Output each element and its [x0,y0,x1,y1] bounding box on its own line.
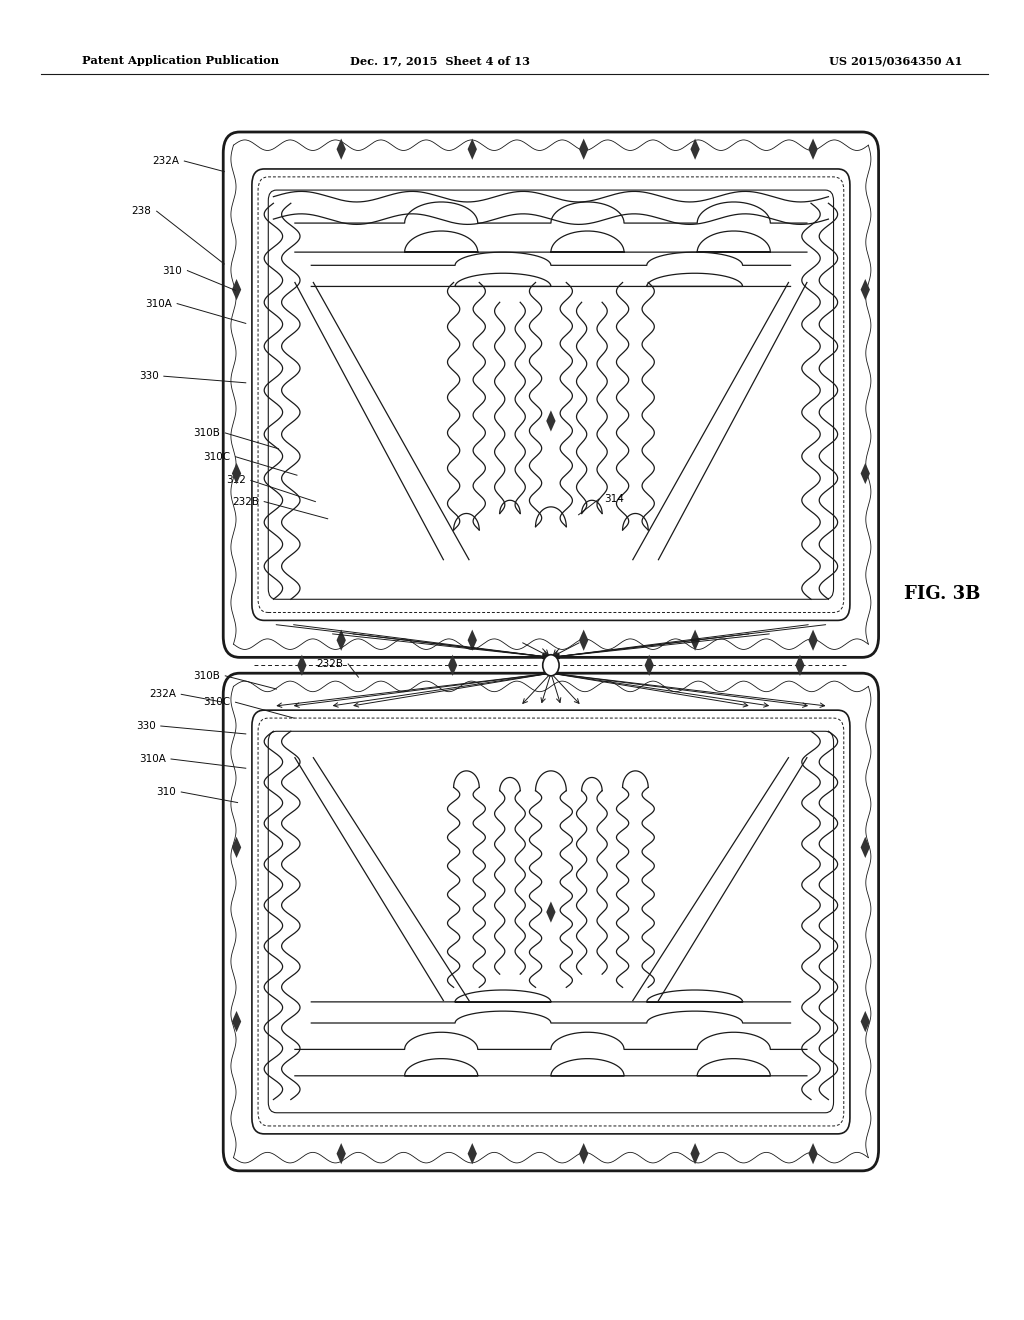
Text: 312: 312 [226,475,246,486]
Text: 232B: 232B [316,659,343,669]
Polygon shape [579,1143,589,1164]
Polygon shape [579,630,589,651]
Polygon shape [231,1011,242,1032]
Text: 330: 330 [139,371,159,381]
Text: 330: 330 [136,721,156,731]
Polygon shape [860,279,870,300]
Polygon shape [808,630,818,651]
Text: 310: 310 [157,787,176,797]
Text: Patent Application Publication: Patent Application Publication [82,55,280,66]
Polygon shape [690,1143,699,1164]
Polygon shape [860,837,870,858]
Polygon shape [579,139,589,160]
Polygon shape [337,1143,346,1164]
Polygon shape [690,139,699,160]
Text: 310C: 310C [204,697,230,708]
Polygon shape [546,902,556,923]
Text: FIG. 3B: FIG. 3B [904,585,980,603]
Text: 310C: 310C [204,451,230,462]
Polygon shape [337,630,346,651]
Text: Dec. 17, 2015  Sheet 4 of 13: Dec. 17, 2015 Sheet 4 of 13 [350,55,530,66]
Polygon shape [796,655,805,676]
Text: US 2015/0364350 A1: US 2015/0364350 A1 [829,55,963,66]
Polygon shape [337,139,346,160]
Polygon shape [468,1143,477,1164]
Text: 232A: 232A [153,156,179,166]
Text: 232A: 232A [150,689,176,700]
Text: 310: 310 [163,265,182,276]
Polygon shape [644,655,654,676]
Text: 310A: 310A [139,754,166,764]
Polygon shape [231,463,242,484]
Circle shape [543,655,559,676]
Polygon shape [546,411,556,432]
Polygon shape [447,655,458,676]
Text: 310B: 310B [194,428,220,438]
Polygon shape [297,655,306,676]
Text: 310B: 310B [194,671,220,681]
Text: 314: 314 [604,494,624,504]
Text: 310A: 310A [145,298,172,309]
Polygon shape [231,279,242,300]
Text: 238: 238 [132,206,152,216]
Polygon shape [808,1143,818,1164]
Polygon shape [690,630,699,651]
Polygon shape [468,139,477,160]
Polygon shape [860,1011,870,1032]
FancyBboxPatch shape [223,132,879,657]
Polygon shape [860,463,870,484]
Polygon shape [468,630,477,651]
Text: 232B: 232B [232,496,259,507]
Polygon shape [808,139,818,160]
Polygon shape [546,655,556,676]
FancyBboxPatch shape [223,673,879,1171]
Polygon shape [231,837,242,858]
